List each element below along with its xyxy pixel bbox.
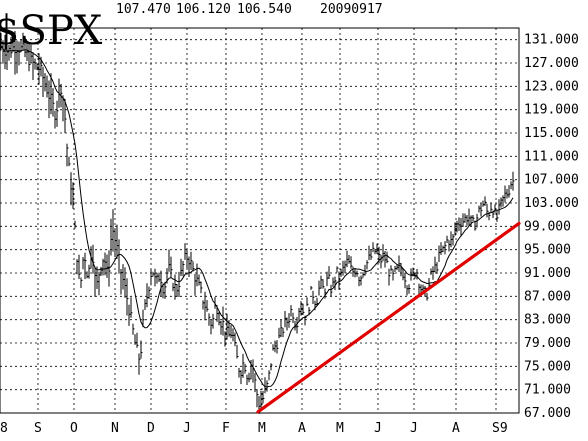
y-tick-label: 119.000: [524, 103, 579, 118]
x-tick-label: N: [111, 421, 119, 436]
moving-average-line: [0, 46, 514, 388]
y-tick-label: 111.000: [524, 149, 579, 164]
x-tick-label: A: [452, 421, 460, 436]
y-tick-label: 95.000: [524, 243, 571, 258]
y-tick-label: 131.000: [524, 33, 579, 48]
x-tick-label: M: [258, 421, 266, 436]
x-tick-label: A: [298, 421, 306, 436]
y-tick-label: 91.000: [524, 266, 571, 281]
red-trendline: [256, 221, 521, 414]
y-tick-label: 127.000: [524, 56, 579, 71]
y-tick-label: 87.000: [524, 289, 571, 304]
y-tick-label: 67.000: [524, 406, 571, 421]
x-tick-label: M: [336, 421, 344, 436]
x-tick-label: D: [147, 421, 155, 436]
symbol-title: $SPX: [0, 8, 103, 54]
y-tick-label: 75.000: [524, 359, 571, 374]
x-tick-label: J: [410, 421, 418, 436]
grid-lines: [0, 28, 519, 414]
y-axis-labels: 131.000 127.000 123.000 119.000 115.000 111.0…: [524, 33, 579, 421]
x-tick-label: F: [222, 421, 230, 436]
y-tick-label: 71.000: [524, 383, 571, 398]
y-tick-label: 107.000: [524, 173, 579, 188]
y-tick-label: 123.000: [524, 79, 579, 94]
y-tick-label: 103.000: [524, 196, 579, 211]
x-tick-label: O: [70, 421, 78, 436]
x-tick-label: S: [34, 421, 42, 436]
quote-low: 106.120: [176, 2, 231, 17]
y-tick-label: 99.000: [524, 219, 571, 234]
price-bars: [0, 31, 515, 415]
x-tick-label: 8: [0, 421, 8, 436]
x-tick-label: J: [374, 421, 382, 436]
quote-date: 20090917: [320, 2, 383, 17]
quote-close: 106.540: [237, 2, 292, 17]
plot-frame: [0, 27, 520, 414]
x-axis-labels: 8 S O N D J F M A M J J A S9: [0, 421, 508, 436]
y-tick-label: 79.000: [524, 336, 571, 351]
y-tick-label: 83.000: [524, 313, 571, 328]
y-tick-label: 115.000: [524, 126, 579, 141]
x-tick-label: J: [183, 421, 191, 436]
quote-open: 107.470: [116, 2, 171, 17]
x-tick-label: S9: [492, 421, 508, 436]
